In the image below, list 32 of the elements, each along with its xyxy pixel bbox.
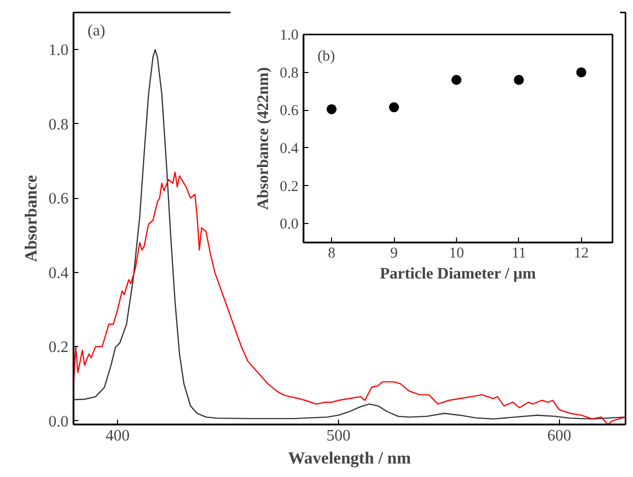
x-tick-label: 11: [512, 246, 526, 262]
y-axis-title: Absorbance (422nm): [254, 67, 272, 210]
y-tick-label: 1.0: [48, 42, 68, 60]
y-tick-label: 0.8: [280, 65, 298, 82]
y-tick-label: 0.4: [280, 140, 299, 157]
x-tick-label: 12: [574, 246, 589, 262]
point: [576, 67, 586, 78]
x-tick-label: 600: [547, 428, 572, 444]
y-tick-label: 0.0: [48, 413, 68, 430]
y-tick-label: 0.2: [280, 178, 298, 195]
annotation: (b): [318, 48, 335, 64]
y-tick-label: 0.4: [48, 264, 68, 282]
x-tick-label: 8: [328, 246, 336, 262]
y-tick-label: 0.0: [280, 216, 298, 233]
annotation: (a): [88, 22, 106, 40]
y-tick-label: 0.6: [48, 190, 68, 208]
y-tick-label: 0.2: [48, 339, 68, 356]
line-series: [74, 49, 626, 420]
y-tick-label: 0.8: [48, 116, 68, 134]
x-tick-label: 400: [106, 428, 130, 444]
y-axis-title: Absorbance: [22, 174, 40, 262]
x-tick-label: 10: [448, 246, 464, 262]
x-axis-title: Wavelength / nm: [288, 448, 411, 468]
point: [451, 74, 462, 85]
x-tick-label: 9: [390, 246, 398, 262]
point: [514, 74, 524, 85]
y-tick-label: 0.6: [280, 103, 299, 120]
point: [389, 102, 400, 112]
x-axis-title: Particle Diameter / µm: [380, 266, 537, 282]
y-tick-label: 1.0: [280, 28, 298, 44]
point: [326, 104, 337, 114]
x-tick-label: 500: [326, 428, 350, 444]
